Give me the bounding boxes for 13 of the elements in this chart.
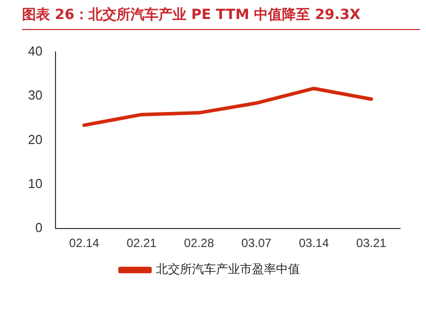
chart-title: 图表 26：北交所汽车产业 PE TTM 中值降至 29.3X: [22, 6, 420, 30]
x-tick-label: 02.21: [126, 236, 157, 250]
x-tick-label: 02.28: [184, 236, 214, 250]
y-tick-label: 10: [28, 176, 42, 191]
y-tick-label: 0: [35, 220, 42, 236]
x-tick-label: 03.07: [241, 236, 272, 250]
y-tick-label: 30: [28, 88, 42, 103]
x-tick-label: 03.14: [298, 236, 330, 250]
x-tick-label: 03.21: [356, 236, 387, 250]
legend-label: 北交所汽车产业市盈率中值: [156, 262, 300, 276]
y-tick-label: 20: [28, 132, 42, 147]
x-tick-label: 02.14: [69, 236, 100, 250]
y-tick-label: 40: [28, 43, 42, 58]
